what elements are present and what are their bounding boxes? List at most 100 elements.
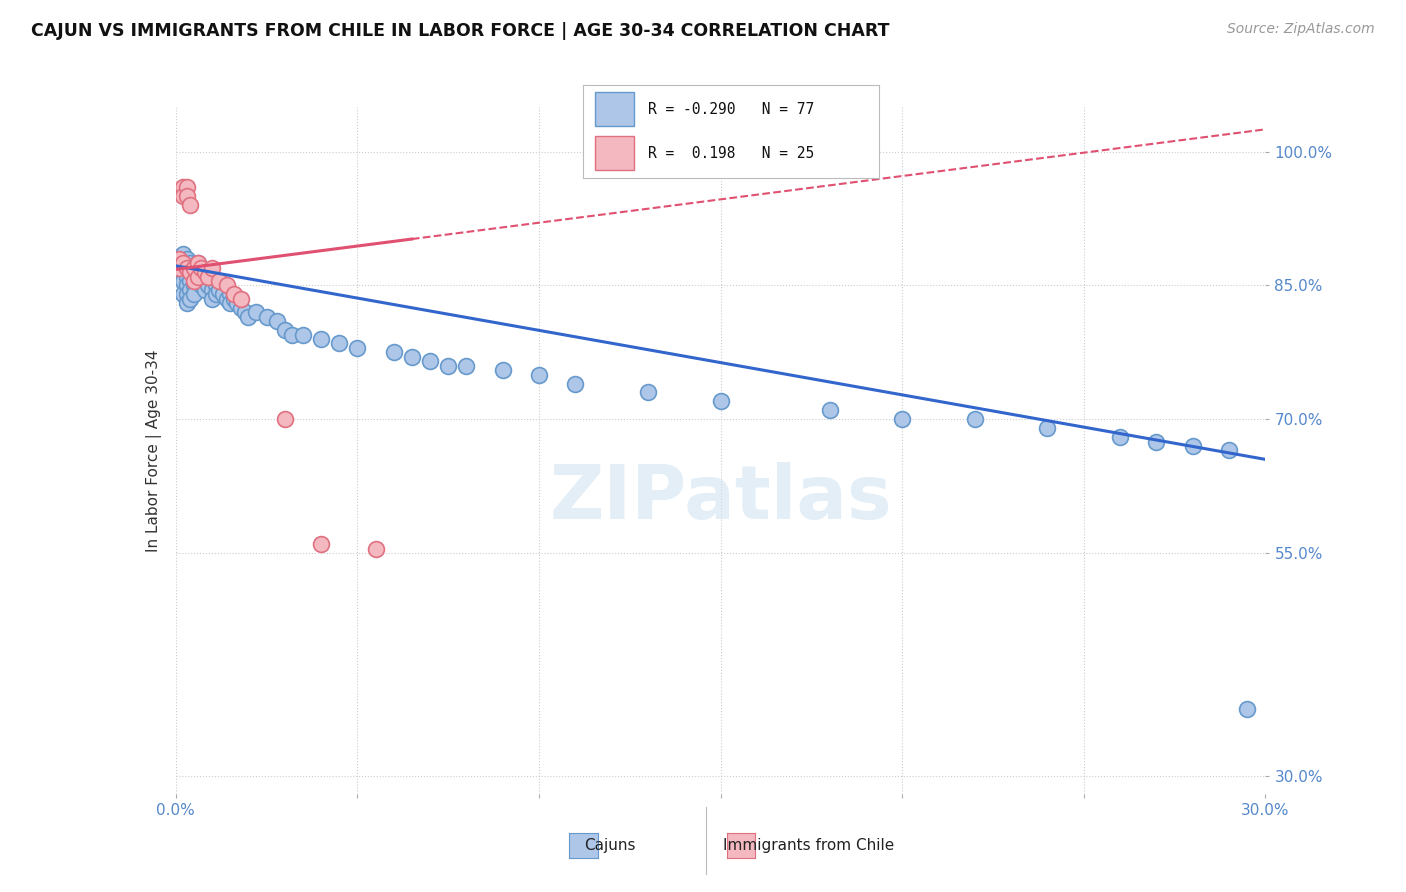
Point — [274, 412, 297, 426]
Text: R = -0.290   N = 77: R = -0.290 N = 77 — [648, 102, 814, 117]
Point — [1146, 434, 1168, 449]
Point — [190, 278, 212, 293]
Point — [208, 283, 231, 297]
Point — [891, 412, 914, 426]
Point — [256, 310, 278, 324]
Point — [186, 269, 209, 284]
Point — [176, 189, 198, 203]
Point — [564, 376, 586, 391]
Point — [172, 247, 194, 261]
Point — [176, 269, 198, 284]
Point — [186, 274, 209, 288]
Point — [204, 287, 226, 301]
Point — [179, 265, 201, 279]
Point — [1218, 443, 1240, 458]
Point — [226, 296, 249, 310]
Point — [186, 256, 209, 270]
Point — [456, 359, 478, 373]
Point — [1181, 439, 1204, 453]
Point — [179, 292, 201, 306]
Point — [172, 287, 194, 301]
Point — [172, 260, 194, 275]
Point — [291, 327, 314, 342]
Point — [190, 269, 212, 284]
Point — [186, 265, 209, 279]
Point — [179, 274, 201, 288]
Point — [637, 385, 659, 400]
Point — [346, 341, 368, 355]
Point — [179, 198, 201, 212]
Point — [176, 180, 198, 194]
Point — [197, 269, 219, 284]
Point — [238, 310, 260, 324]
Y-axis label: In Labor Force | Age 30-34: In Labor Force | Age 30-34 — [146, 349, 162, 552]
Point — [169, 260, 191, 275]
Point — [169, 252, 191, 266]
Point — [382, 345, 405, 359]
Point — [183, 269, 205, 284]
Point — [222, 292, 245, 306]
Point — [172, 274, 194, 288]
Point — [222, 287, 245, 301]
Point — [194, 274, 217, 288]
Point — [309, 332, 332, 346]
Point — [179, 256, 201, 270]
Point — [328, 336, 350, 351]
Point — [527, 368, 550, 382]
Point — [172, 256, 194, 270]
Point — [281, 327, 304, 342]
Point — [176, 278, 198, 293]
Point — [183, 274, 205, 288]
Point — [204, 278, 226, 293]
Point — [194, 265, 217, 279]
Text: Immigrants from Chile: Immigrants from Chile — [723, 838, 894, 853]
Point — [201, 292, 224, 306]
Point — [231, 292, 253, 306]
Point — [197, 269, 219, 284]
Point — [183, 278, 205, 293]
Point — [197, 278, 219, 293]
Point — [208, 274, 231, 288]
Point — [183, 260, 205, 275]
Point — [169, 256, 191, 270]
Point — [364, 541, 387, 556]
Point — [186, 256, 209, 270]
Point — [194, 265, 217, 279]
Point — [176, 260, 198, 275]
Text: ZIPatlas: ZIPatlas — [550, 462, 891, 535]
Point — [818, 403, 841, 417]
Point — [172, 265, 194, 279]
Point — [231, 301, 253, 315]
Point — [419, 354, 441, 368]
Point — [1109, 430, 1132, 444]
Point — [190, 260, 212, 275]
Point — [437, 359, 460, 373]
Point — [215, 278, 238, 293]
Point — [194, 283, 217, 297]
Point — [201, 274, 224, 288]
Point — [245, 305, 267, 319]
Point — [183, 287, 205, 301]
Point — [212, 287, 235, 301]
Point — [172, 180, 194, 194]
Point — [179, 283, 201, 297]
Point — [309, 537, 332, 551]
Text: R =  0.198   N = 25: R = 0.198 N = 25 — [648, 145, 814, 161]
Point — [172, 189, 194, 203]
Point — [169, 252, 191, 266]
Text: Cajuns: Cajuns — [585, 838, 636, 853]
Point — [1236, 702, 1258, 716]
Point — [215, 292, 238, 306]
Point — [179, 265, 201, 279]
Point — [266, 314, 288, 328]
Point — [963, 412, 986, 426]
Point — [169, 260, 191, 275]
Point — [233, 305, 256, 319]
Point — [1036, 421, 1059, 435]
Point — [492, 363, 515, 377]
Point — [710, 394, 733, 409]
Point — [183, 260, 205, 275]
Text: CAJUN VS IMMIGRANTS FROM CHILE IN LABOR FORCE | AGE 30-34 CORRELATION CHART: CAJUN VS IMMIGRANTS FROM CHILE IN LABOR … — [31, 22, 890, 40]
FancyBboxPatch shape — [595, 92, 634, 126]
Point — [176, 296, 198, 310]
